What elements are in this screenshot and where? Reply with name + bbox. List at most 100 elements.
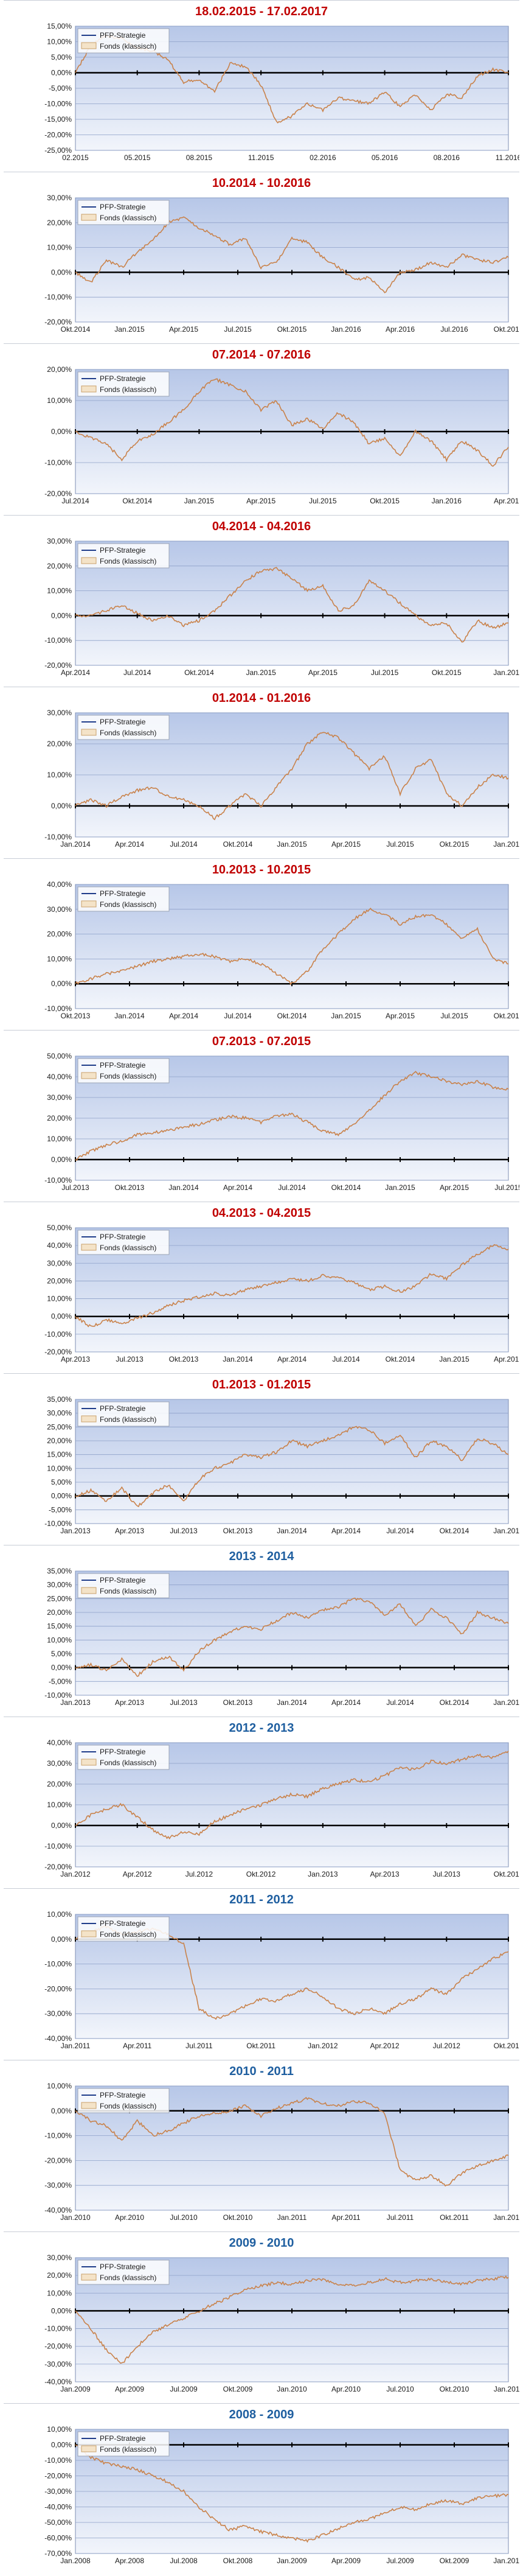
legend-label: PFP-Strategie	[100, 2263, 146, 2271]
x-tick-label: Jul.2013	[116, 1355, 144, 1363]
y-tick-label: -5,00%	[49, 1677, 72, 1685]
x-tick-label: Jan.2009	[60, 2385, 91, 2393]
chart-svg: -25,00% -20,00% -15,00% -10,00% -5,00% 0,00% 5…	[44, 22, 519, 162]
legend-label: PFP-Strategie	[100, 2091, 146, 2099]
legend-label: PFP-Strategie	[100, 203, 146, 211]
legend: PFP-Strategie Fonds (klassisch)	[77, 1573, 170, 1598]
legend-label: Fonds (klassisch)	[100, 214, 156, 222]
x-tick-label: Jan.2014	[168, 1183, 199, 1192]
x-tick-label: Apr.2014	[331, 1698, 361, 1707]
y-tick-label: 5,00%	[51, 53, 72, 61]
y-tick-label: -40,00%	[44, 2378, 72, 2386]
x-tick-label: Okt.2013	[115, 1183, 145, 1192]
legend-label: Fonds (klassisch)	[100, 557, 156, 565]
chart-title: 2011 - 2012	[229, 1893, 294, 1906]
chart-svg: -20,00% -10,00% 0,00% 10,00% 20,00% Jul.2014 O…	[44, 365, 519, 505]
legend-label: PFP-Strategie	[100, 1576, 146, 1584]
x-tick-label: Jan.2015	[331, 1012, 361, 1020]
legend-label: Fonds (klassisch)	[100, 1930, 156, 1939]
x-tick-label: Jan.2013	[60, 1527, 91, 1535]
y-tick-label: 20,00%	[47, 930, 72, 939]
legend-label: Fonds (klassisch)	[100, 2445, 156, 2454]
legend: PFP-Strategie Fonds (klassisch)	[77, 200, 170, 225]
x-tick-label: Apr.2010	[331, 2385, 361, 2393]
x-tick-label: Okt.2014	[440, 1527, 469, 1535]
y-tick-label: 10,00%	[47, 1636, 72, 1644]
chart-svg: -70,00% -60,00% -50,00% -40,00% -30,00% -20,0…	[44, 2425, 519, 2565]
fonds-series-line	[75, 2096, 509, 2187]
x-tick-label: Jul.2015	[371, 668, 399, 677]
x-tick-label: Apr.2012	[370, 2042, 400, 2050]
legend-label: PFP-Strategie	[100, 1233, 146, 1241]
y-tick-label: -10,00%	[44, 2132, 72, 2140]
y-tick-label: 10,00%	[47, 1135, 72, 1143]
x-tick-label: Apr.2009	[331, 2557, 361, 2565]
x-tick-label: Jan.2015	[246, 668, 276, 677]
y-tick-label: -15,00%	[44, 115, 72, 124]
chart-panel: 2009 - 2010 -40,00% -30,00% -20,00% -10,00% 0…	[4, 2231, 519, 2403]
legend: PFP-Strategie Fonds (klassisch)	[77, 2088, 170, 2113]
x-tick-label: Jul.2013	[433, 1870, 461, 1878]
y-tick-label: 0,00%	[51, 2107, 72, 2115]
y-tick-label: 0,00%	[51, 1492, 72, 1500]
legend-swatch-fonds	[81, 900, 97, 908]
x-tick-label: Jan.2011	[61, 2042, 91, 2050]
y-tick-label: 20,00%	[47, 1276, 72, 1285]
x-tick-label: Apr.2015	[386, 1012, 415, 1020]
x-tick-label: Jul.2014	[61, 497, 89, 505]
x-tick-label: 08.2016	[434, 153, 460, 162]
x-tick-label: Jan.2015	[277, 840, 307, 849]
x-tick-label: Apr.2014	[61, 668, 90, 677]
x-tick-label: Okt.2015	[370, 497, 400, 505]
y-tick-label: 0,00%	[51, 2441, 72, 2449]
y-tick-label: 30,00%	[47, 194, 72, 202]
y-tick-label: 35,00%	[47, 1395, 72, 1404]
y-tick-label: 0,00%	[51, 1664, 72, 1672]
y-tick-label: -10,00%	[44, 100, 72, 108]
x-tick-label: Jan.2011	[277, 2213, 307, 2222]
y-tick-label: 15,00%	[47, 1622, 72, 1631]
y-tick-label: 0,00%	[51, 1155, 72, 1164]
chart-title: 18.02.2015 - 17.02.2017	[195, 5, 328, 18]
x-tick-label: Jan.2010	[493, 2557, 519, 2565]
legend-swatch-fonds	[81, 385, 97, 393]
y-tick-label: -5,00%	[49, 84, 72, 93]
legend-box	[77, 886, 170, 912]
y-tick-label: 5,00%	[51, 1650, 72, 1658]
chart-panel: 07.2014 - 07.2016 -20,00% -10,00% 0,00% 10,0…	[4, 343, 519, 515]
chart-svg: -20,00% -10,00% 0,00% 10,00% 20,00% 30,00% 40,…	[44, 1738, 519, 1878]
fonds-series-line	[75, 732, 509, 821]
chart-panel: 04.2014 - 04.2016 -20,00% -10,00% 0,00% 10,0…	[4, 515, 519, 687]
y-tick-label: 30,00%	[47, 537, 72, 545]
y-tick-label: 10,00%	[47, 396, 72, 405]
chart-panel: 10.2014 - 10.2016 -20,00% -10,00% 0,00% 10,0…	[4, 172, 519, 343]
y-tick-label: 5,00%	[51, 1478, 72, 1486]
legend: PFP-Strategie Fonds (klassisch)	[77, 2431, 170, 2457]
x-tick-label: Okt.2009	[440, 2557, 469, 2565]
x-tick-label: Jan.2013	[60, 1698, 91, 1707]
y-tick-label: 20,00%	[47, 1608, 72, 1617]
legend-label: PFP-Strategie	[100, 1404, 146, 1413]
chart-panel: 18.02.2015 - 17.02.2017 -25,00% -20,00% -15…	[4, 0, 519, 172]
fonds-series-line	[75, 1597, 509, 1677]
x-tick-label: Jul.2014	[224, 1012, 252, 1020]
fonds-series-line	[75, 567, 509, 643]
x-tick-label: Jan.2015	[184, 497, 215, 505]
chart-svg: -40,00% -30,00% -20,00% -10,00% 0,00% 10,00% J…	[44, 1910, 519, 2050]
x-tick-label: Okt.2014	[122, 497, 152, 505]
y-tick-label: 20,00%	[47, 562, 72, 570]
x-tick-label: Apr.2014	[223, 1183, 252, 1192]
chart-svg: -10,00% 0,00% 10,00% 20,00% 30,00% 40,00% 50,0…	[44, 1052, 519, 1192]
y-tick-label: 15,00%	[47, 1451, 72, 1459]
x-tick-label: 05.2016	[372, 153, 398, 162]
x-tick-label: Jan.2015	[439, 1355, 469, 1363]
x-tick-label: Apr.2013	[370, 1870, 400, 1878]
chart-panel: 10.2013 - 10.2015 -10,00% 0,00% 10,00% 20,00…	[4, 858, 519, 1030]
x-tick-label: Okt.2013	[223, 1698, 253, 1707]
x-tick-label: Jan.2016	[432, 497, 462, 505]
y-tick-label: 20,00%	[47, 365, 72, 374]
x-tick-label: Jul.2014	[332, 1355, 360, 1363]
x-tick-label: Okt.2013	[61, 1012, 91, 1020]
x-tick-label: Jul.2014	[278, 1183, 306, 1192]
x-tick-label: Jan.2012	[60, 1870, 91, 1878]
